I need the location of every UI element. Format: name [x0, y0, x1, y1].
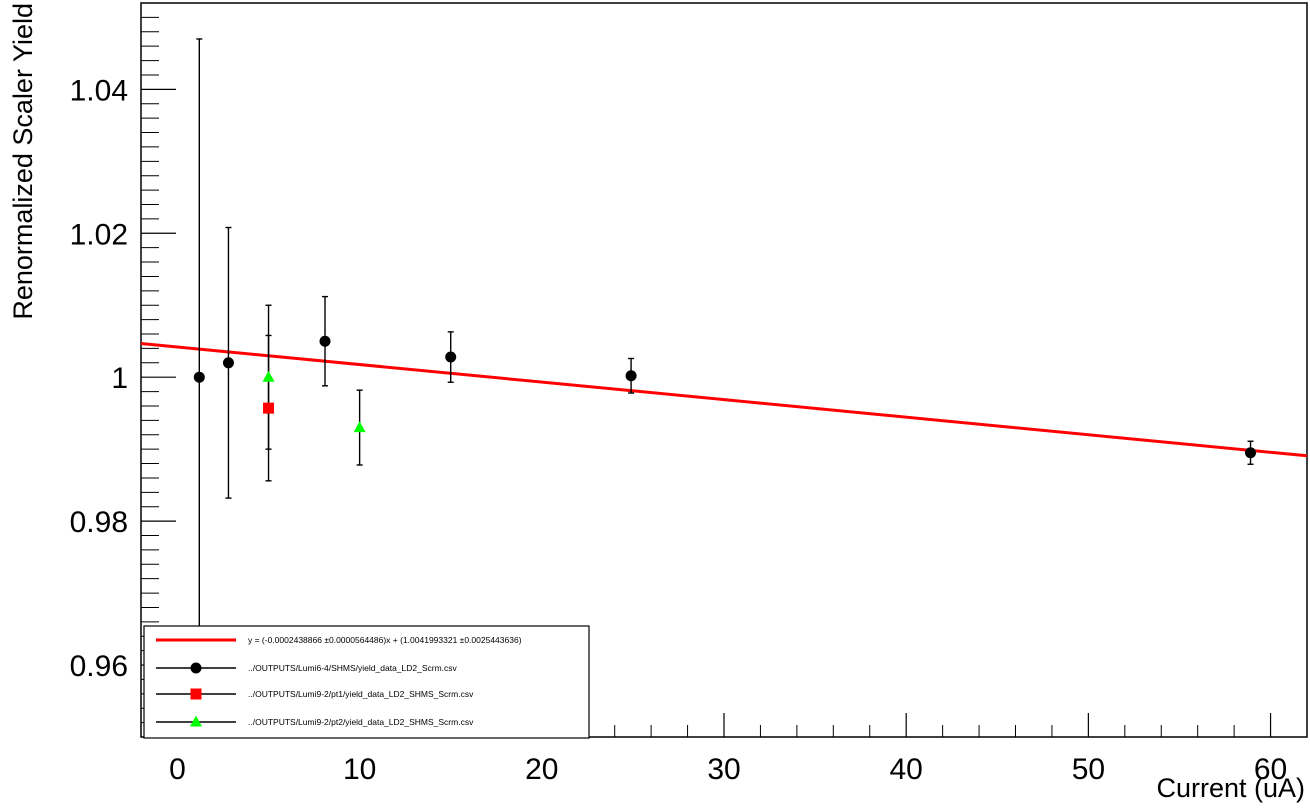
legend-box: [143, 625, 590, 739]
legend-series-label: ../OUTPUTS/Lumi6-4/SHMS/yield_data_LD2_S…: [248, 663, 458, 673]
y-tick-label: 0.96: [70, 650, 128, 683]
data-point-triangle: [353, 421, 366, 433]
data-point-triangle: [262, 370, 275, 382]
chart-marks: [140, 38, 1308, 717]
fit-line: [140, 341, 1308, 458]
x-axis-title: Current (uA): [1156, 773, 1305, 803]
data-point-circle: [222, 357, 234, 369]
legend-series-marker: [190, 688, 202, 700]
x-tick-label: 60: [1254, 753, 1287, 786]
legend-series-marker: [190, 715, 202, 727]
legend: y = (-0.0002438866 ±0.0000564486)x + (1.…: [143, 625, 590, 739]
y-tick-label: 0.98: [70, 506, 128, 539]
x-tick-label: 30: [707, 753, 740, 786]
y-tick-label: 1.02: [70, 218, 128, 251]
data-point-square: [263, 402, 275, 414]
y-axis-title: Renormalized Scaler Yield: [8, 3, 38, 320]
x-tick-label: 50: [1072, 753, 1105, 786]
data-point-circle: [625, 370, 637, 382]
legend-fit-label: y = (-0.0002438866 ±0.0000564486)x + (1.…: [248, 635, 522, 645]
y-tick-label: 1: [111, 362, 128, 395]
data-point-circle: [1245, 447, 1257, 459]
x-tick-label: 20: [525, 753, 558, 786]
y-tick-label: 1.04: [70, 74, 128, 107]
data-point-circle: [193, 371, 205, 383]
legend-series-marker: [190, 662, 202, 674]
legend-series-label: ../OUTPUTS/Lumi9-2/pt1/yield_data_LD2_SH…: [248, 689, 474, 699]
x-tick-label: 10: [343, 753, 376, 786]
data-point-circle: [319, 335, 331, 347]
legend-series-label: ../OUTPUTS/Lumi9-2/pt2/yield_data_LD2_SH…: [248, 717, 474, 727]
x-tick-label: 0: [169, 753, 186, 786]
data-point-circle: [445, 351, 457, 363]
x-tick-label: 40: [890, 753, 923, 786]
axis-ticks: 0 10 20 30 40 50 60 0.96 0.98 1 1.02 1.04: [70, 16, 1308, 786]
